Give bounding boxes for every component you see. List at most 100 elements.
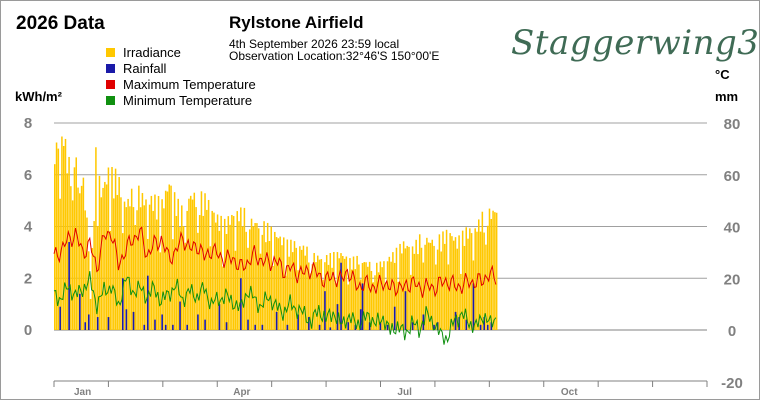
rainfall-bar: [318, 324, 321, 330]
rainfall-bar: [479, 324, 482, 330]
irradiance-bar: [399, 243, 401, 330]
irradiance-bar: [442, 231, 444, 330]
legend-label-irradiance: Irradiance: [123, 44, 181, 60]
irradiance-bar: [377, 272, 380, 330]
legend-item-min-temp: Minimum Temperature: [106, 92, 256, 108]
irradiance-bar: [306, 246, 308, 330]
irradiance-bar: [390, 261, 392, 330]
irradiance-bar: [460, 273, 462, 330]
rainfall-bar: [68, 242, 70, 330]
irradiance-bar: [288, 256, 290, 330]
irradiance-bar: [75, 157, 77, 330]
rainfall-bar: [132, 311, 135, 330]
legend-label-max-temp: Maximum Temperature: [123, 76, 256, 92]
irradiance-bar: [302, 245, 305, 330]
irradiance-bar: [161, 199, 163, 330]
month-label: Jan: [74, 387, 91, 398]
irradiance-bar: [311, 264, 314, 330]
station-name: Rylstone Airfield: [229, 13, 364, 32]
left-axis-unit: kWh/m²: [15, 89, 62, 104]
irradiance-bar: [454, 237, 457, 330]
irradiance-bar: [268, 240, 271, 330]
rainfall-bar: [359, 309, 362, 330]
irradiance-bar: [159, 252, 162, 330]
irradiance-bar: [62, 145, 65, 330]
irradiance-bar: [64, 138, 67, 330]
rainfall-bar: [308, 317, 310, 330]
irradiance-bar: [486, 225, 489, 330]
rainfall-bar: [368, 322, 371, 330]
irradiance-bar: [152, 210, 154, 330]
rainfall-bar: [411, 322, 414, 330]
irradiance-bar: [220, 215, 222, 330]
irradiance-bar: [118, 177, 120, 330]
irradiance-bar: [198, 215, 201, 330]
irradiance-bar: [304, 255, 306, 330]
legend-label-rainfall: Rainfall: [123, 60, 167, 76]
irradiance-bar: [129, 206, 131, 330]
irradiance-bar: [272, 265, 274, 330]
irradiance-bar: [227, 216, 230, 330]
irradiance-bar: [401, 253, 403, 330]
irradiance-bar: [211, 210, 213, 330]
irradiance-bar: [197, 232, 199, 330]
rainfall-bar: [393, 306, 396, 330]
irradiance-bar: [80, 185, 83, 330]
irradiance-bar: [145, 199, 147, 330]
irradiance-bar: [370, 270, 373, 330]
right-tick-label: 20: [724, 271, 741, 288]
irradiance-bar: [481, 211, 484, 330]
rainfall-bar: [79, 293, 81, 330]
irradiance-bar: [297, 270, 299, 330]
irradiance-bar: [143, 205, 145, 330]
rainfall-bar: [454, 311, 457, 330]
irradiance-bar: [109, 230, 111, 330]
irradiance-bar: [342, 255, 344, 330]
irradiance-bar: [395, 247, 398, 330]
irradiance-bar: [236, 211, 239, 330]
irradiance-bar: [71, 200, 74, 330]
right-tick-label: 0: [728, 323, 736, 340]
irradiance-bar: [488, 208, 491, 330]
irradiance-bar: [218, 230, 221, 330]
irradiance-bar: [59, 198, 61, 330]
right-tick-label: -20: [721, 375, 743, 392]
irradiance-bar: [426, 237, 428, 330]
irradiance-bar: [313, 253, 315, 330]
irradiance-bar: [61, 136, 63, 330]
irradiance-bar: [189, 195, 192, 330]
rainfall-bar: [161, 314, 163, 330]
rainfall-bar: [347, 322, 350, 330]
axes: 0 2 4 6 8 -20 0 20 40 60 80 Jan Apr Jul Oct: [24, 115, 743, 398]
irradiance-bar: [356, 255, 358, 330]
irradiance-bar: [209, 246, 212, 330]
month-label: Apr: [233, 387, 250, 398]
irradiance-bar: [252, 226, 255, 330]
irradiance-bar: [424, 244, 426, 330]
irradiance-bar: [216, 214, 219, 330]
irradiance-bar: [240, 207, 242, 330]
irradiance-bar: [404, 248, 407, 330]
irradiance-bar: [257, 228, 260, 330]
irradiance-bar: [222, 266, 224, 330]
irradiance-bar: [86, 217, 88, 330]
irradiance-bar: [494, 212, 496, 330]
rainfall-bar: [433, 324, 435, 330]
irradiance-bar: [113, 198, 115, 330]
rainfall-bar: [240, 278, 242, 330]
irradiance-bar: [164, 190, 167, 330]
rainfall-bar: [154, 319, 156, 330]
irradiance-bar: [286, 239, 289, 330]
irradiance-bar: [136, 210, 138, 330]
irradiance-bar: [232, 216, 235, 330]
rainfall-bar: [197, 314, 199, 330]
rainfall-bar: [172, 324, 174, 330]
rainfall-bar: [329, 327, 332, 330]
irradiance-bar: [120, 197, 122, 330]
irradiance-bar: [225, 234, 228, 330]
legend-swatch-irradiance: [106, 47, 115, 57]
irradiance-bar: [234, 250, 237, 330]
irradiance-bar: [195, 207, 197, 330]
